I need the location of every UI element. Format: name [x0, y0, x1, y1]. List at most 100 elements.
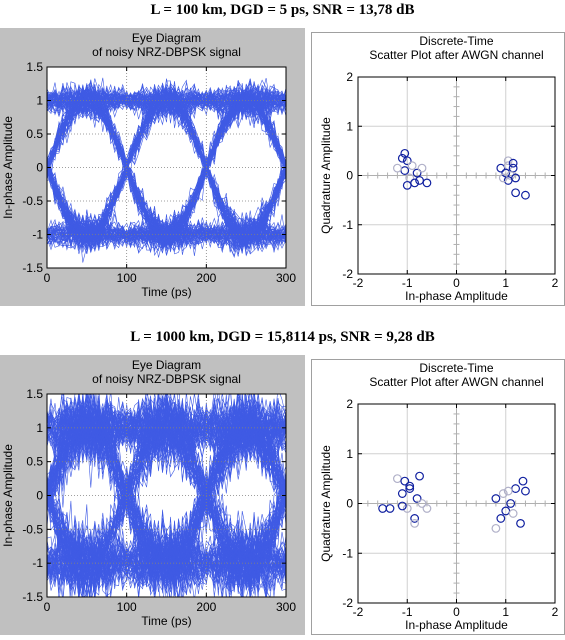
eye-diagram-panel-bottom: Eye Diagram of noisy NRZ-DBPSK signal 0 100…	[0, 355, 305, 635]
scatter-point	[385, 504, 395, 513]
y-tick-label: -1.5	[22, 261, 43, 275]
x-tick-label: 2	[552, 605, 559, 619]
y-tick-label: 1	[36, 421, 43, 435]
y-tick-label: -2	[342, 267, 353, 281]
x-tick-label: 100	[117, 271, 137, 285]
x-tick-label: -2	[353, 276, 364, 290]
x-tick-label: 300	[276, 600, 296, 614]
chart-title: Discrete-Time	[419, 361, 494, 375]
scatter-point	[410, 518, 420, 528]
scatter-point	[397, 489, 407, 498]
y-tick-label: 0.5	[26, 127, 43, 141]
scatter-point	[405, 481, 415, 491]
eye-trace	[47, 395, 286, 583]
scatter-panel-top: Discrete-Time Scatter Plot after AWGN cha…	[311, 32, 565, 306]
top-heading: L = 100 km, DGD = 5 ps, SNR = 13,78 dB	[150, 2, 415, 18]
scatter-point	[410, 514, 420, 523]
eye-diagram-panel-top: Eye Diagram of noisy NRZ-DBPSK signal 0 100…	[0, 28, 305, 306]
scatter-point	[400, 148, 410, 158]
scatter-point	[491, 494, 501, 503]
scatter-point	[503, 156, 513, 166]
scatter-point	[516, 518, 525, 528]
eye-trace	[47, 90, 286, 253]
x-tick-label: 100	[117, 600, 137, 614]
scatter-point	[503, 176, 513, 185]
x-tick-label: -1	[402, 276, 413, 290]
eye-trace	[47, 87, 286, 239]
y-tick-label: -1.5	[22, 590, 43, 604]
scatter-point	[405, 484, 415, 493]
x-tick-label: 0	[44, 271, 51, 285]
x-tick-label: 200	[196, 600, 216, 614]
scatter-point	[400, 476, 410, 486]
scatter-point	[417, 163, 427, 173]
x-tick-label: 0	[44, 600, 51, 614]
y-tick-label: -1	[32, 228, 43, 242]
scatter-point	[412, 494, 422, 503]
eye-trace	[47, 86, 286, 249]
scatter-point	[521, 486, 530, 496]
scatter-point	[506, 499, 516, 508]
y-tick-label: 1.5	[26, 60, 43, 74]
eye-traces	[47, 394, 286, 597]
bottom-heading: L = 1000 km, DGD = 15,8114 ps, SNR = 9,2…	[130, 329, 435, 345]
x-tick-label: 2	[552, 276, 559, 290]
chart-title: Discrete-Time	[419, 34, 494, 48]
y-tick-label: 1	[36, 94, 43, 108]
chart-title: of noisy NRZ-DBPSK signal	[92, 372, 241, 386]
eye-trace	[47, 162, 286, 250]
y-tick-label: -1	[342, 546, 353, 560]
x-tick-label: 300	[276, 271, 296, 285]
chart-title: Eye Diagram	[132, 31, 201, 45]
y-tick-label: 1	[346, 119, 353, 133]
x-axis-label: In-phase Amplitude	[405, 289, 508, 303]
scatter-point	[521, 190, 530, 200]
chart-title: Scatter Plot after AWGN channel	[369, 375, 543, 389]
y-axis-label: Quadrature Amplitude	[319, 117, 333, 234]
scatter-panel-bottom: Discrete-Time Scatter Plot after AWGN cha…	[311, 359, 565, 635]
eye-trace	[47, 90, 286, 248]
y-tick-label: -2	[342, 596, 353, 610]
y-tick-label: -0.5	[22, 194, 43, 208]
scatter-point	[397, 153, 407, 163]
eye-trace	[47, 486, 286, 595]
eye-trace	[47, 82, 286, 244]
eye-traces	[47, 77, 286, 263]
scatter-point	[402, 504, 412, 513]
eye-trace	[47, 419, 286, 593]
scatter-point	[422, 504, 432, 513]
eye-trace	[47, 87, 286, 172]
scatter-point	[508, 158, 518, 168]
x-tick-label: 1	[502, 276, 509, 290]
x-tick-label: 0	[453, 276, 460, 290]
y-axis-label: In-phase Amplitude	[1, 444, 15, 547]
chart-title: Eye Diagram	[132, 358, 201, 372]
eye-trace	[47, 397, 286, 590]
scatter-point	[410, 178, 420, 188]
eye-trace	[47, 394, 286, 498]
scatter-point	[392, 163, 402, 173]
scatter-point	[511, 188, 521, 198]
x-axis-label: Time (ps)	[141, 285, 191, 299]
eye-trace	[47, 505, 286, 597]
eye-trace	[47, 90, 286, 250]
scatter-point	[496, 514, 506, 523]
y-tick-label: -0.5	[22, 522, 43, 536]
eye-trace	[47, 394, 286, 574]
scatter-point	[417, 499, 427, 508]
chart-title: of noisy NRZ-DBPSK signal	[92, 45, 241, 59]
y-tick-label: 0.5	[26, 455, 43, 469]
eye-trace	[47, 423, 286, 584]
y-tick-label: -1	[32, 556, 43, 570]
y-axis-label: In-phase Amplitude	[1, 116, 15, 219]
eye-trace	[47, 97, 286, 247]
eye-trace	[47, 85, 286, 247]
y-tick-label: 0	[346, 169, 353, 183]
eye-trace	[47, 89, 286, 255]
scatter-point	[498, 173, 508, 183]
eye-trace	[47, 394, 286, 585]
scatter-point	[491, 523, 501, 533]
y-axis-label: Quadrature Amplitude	[319, 445, 333, 562]
